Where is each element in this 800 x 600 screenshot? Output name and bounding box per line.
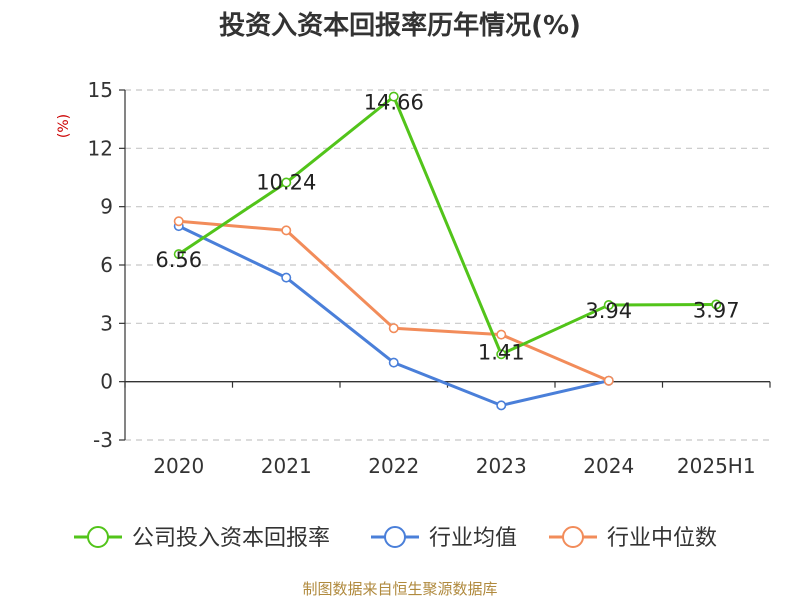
series-line	[177, 95, 718, 356]
legend-label: 行业均值	[429, 526, 517, 551]
data-point	[388, 91, 399, 102]
legend-item[interactable]: 行业中位数	[549, 526, 717, 551]
axes: -3 0 3 6 9 12 15 2020 2021 2022 2023 2024 2025H1	[88, 78, 771, 478]
data-point	[281, 272, 292, 283]
y-tick-label: 12	[88, 136, 113, 160]
grid-lines	[125, 89, 770, 441]
y-axis-unit-label: (%)	[56, 114, 72, 138]
data-label: 3.94	[585, 299, 632, 323]
legend-swatch-marker	[562, 526, 584, 548]
legend-label: 行业中位数	[607, 526, 717, 551]
series-line	[177, 219, 611, 383]
data-point	[388, 357, 399, 368]
y-tick-label: 6	[100, 253, 113, 277]
data-point	[496, 400, 507, 411]
legend-swatch-marker	[384, 526, 406, 548]
y-tick-label: 3	[100, 311, 113, 335]
data-point	[603, 300, 614, 311]
data-labels: 6.56 10.24 14.66 1.41 3.94 3.97	[155, 91, 739, 365]
y-tick-label: 0	[100, 370, 113, 394]
data-label: 3.97	[693, 298, 740, 322]
source-note: 制图数据来自恒生聚源数据库	[302, 580, 497, 598]
y-tick-label: 15	[88, 78, 113, 102]
data-label: 1.41	[478, 340, 525, 364]
x-tick-label: 2025H1	[677, 454, 756, 478]
series-lines	[173, 91, 722, 411]
data-point	[281, 177, 292, 188]
data-point	[388, 323, 399, 334]
legend-label: 公司投入资本回报率	[132, 526, 330, 551]
legend-swatch-marker	[87, 526, 109, 548]
y-tick-label: 9	[100, 195, 113, 219]
data-label: 10.24	[256, 171, 316, 195]
data-point	[173, 216, 184, 227]
legend-item[interactable]: 行业均值	[371, 526, 517, 551]
x-tick-label: 2022	[368, 454, 419, 478]
data-point	[603, 375, 614, 386]
data-point	[711, 299, 722, 310]
y-tick-label: -3	[93, 428, 113, 452]
legend-item[interactable]: 公司投入资本回报率	[74, 526, 330, 551]
x-tick-label: 2023	[476, 454, 527, 478]
data-point	[496, 349, 507, 360]
data-point	[173, 249, 184, 260]
legend: 公司投入资本回报率 行业均值 行业中位数	[74, 526, 717, 551]
data-point	[281, 225, 292, 236]
data-label: 14.66	[364, 91, 424, 115]
x-tick-label: 2024	[583, 454, 634, 478]
x-tick-label: 2021	[261, 454, 312, 478]
data-label: 6.56	[155, 248, 202, 272]
series-line	[177, 224, 611, 407]
data-point	[496, 329, 507, 340]
chart-title: 投资入资本回报率历年情况(%)	[219, 10, 581, 41]
x-tick-label: 2020	[153, 454, 204, 478]
